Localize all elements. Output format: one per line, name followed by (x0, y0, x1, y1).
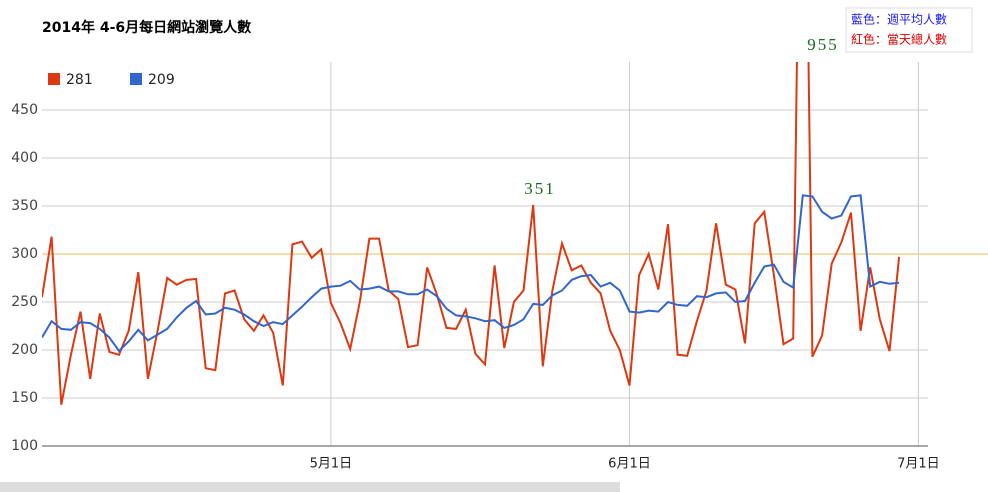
legend-swatch (130, 73, 142, 85)
chart-title: 2014年 4-6月每日網站瀏覽人數 (42, 19, 251, 36)
annotation: 351 (524, 179, 556, 198)
y-tick-label: 100 (11, 438, 38, 454)
series-line (42, 62, 901, 405)
legend-label: 281 (66, 72, 93, 88)
legend-label: 209 (148, 72, 175, 88)
y-tick-label: 300 (11, 246, 38, 262)
y-tick-label: 150 (11, 390, 38, 406)
note-box (845, 7, 973, 53)
scrollbar (0, 482, 620, 492)
y-tick-label: 400 (11, 150, 38, 166)
note-red: 紅色：當天總人數 (851, 32, 947, 47)
x-tick-label: 6月1日 (608, 457, 651, 472)
annotation: 955 (807, 35, 839, 54)
y-tick-label: 200 (11, 342, 38, 358)
note-blue: 藍色：週平均人數 (851, 13, 947, 27)
legend-swatch (48, 73, 60, 85)
y-tick-label: 350 (11, 198, 38, 214)
y-tick-label: 250 (11, 294, 38, 310)
y-tick-label: 450 (11, 102, 38, 118)
x-tick-label: 5月1日 (310, 457, 353, 472)
x-tick-label: 7月1日 (897, 457, 940, 472)
series-line (42, 194, 900, 353)
